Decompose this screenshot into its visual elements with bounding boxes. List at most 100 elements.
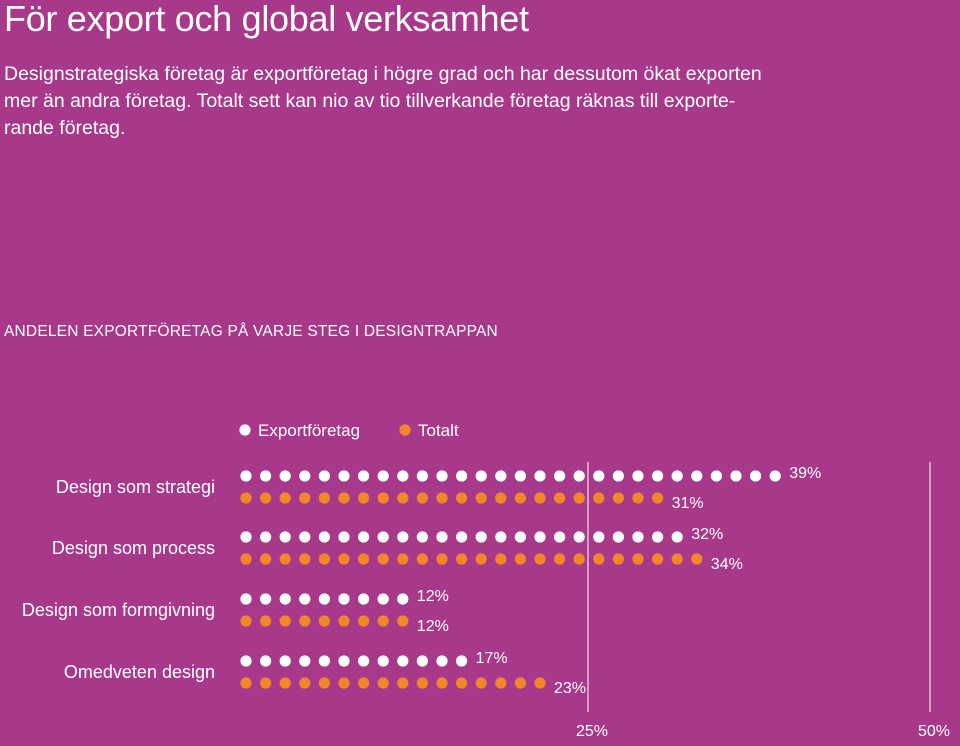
data-dot bbox=[456, 677, 468, 689]
data-dot bbox=[416, 470, 428, 482]
data-dot bbox=[338, 677, 350, 689]
data-dot bbox=[750, 470, 762, 482]
data-dot bbox=[299, 593, 311, 605]
data-dot bbox=[318, 470, 330, 482]
data-dot bbox=[475, 553, 487, 565]
data-dot bbox=[416, 553, 428, 565]
data-dot bbox=[377, 615, 389, 627]
data-dot bbox=[534, 492, 546, 504]
data-label: 12% bbox=[417, 618, 449, 635]
data-dot bbox=[240, 553, 252, 565]
data-dot bbox=[338, 553, 350, 565]
legend-label: Totalt bbox=[418, 421, 459, 440]
data-dot bbox=[573, 531, 585, 543]
data-dot bbox=[299, 553, 311, 565]
data-dot bbox=[593, 470, 605, 482]
data-dot bbox=[436, 531, 448, 543]
data-dot bbox=[475, 470, 487, 482]
data-dot bbox=[260, 492, 272, 504]
data-dot bbox=[554, 492, 566, 504]
intro-line: Designstrategiska företag är exportföret… bbox=[4, 63, 762, 85]
data-dot bbox=[279, 531, 291, 543]
data-dot bbox=[691, 470, 703, 482]
data-dot bbox=[652, 470, 664, 482]
data-dot bbox=[436, 655, 448, 667]
data-dot bbox=[632, 492, 644, 504]
data-dot bbox=[338, 655, 350, 667]
reference-label: 50% bbox=[918, 723, 950, 740]
data-dot bbox=[260, 615, 272, 627]
data-dot bbox=[358, 531, 370, 543]
intro-line: rande företag. bbox=[4, 117, 126, 139]
data-dot bbox=[632, 553, 644, 565]
data-dot bbox=[279, 492, 291, 504]
data-dot bbox=[299, 615, 311, 627]
data-dot bbox=[416, 655, 428, 667]
data-dot bbox=[514, 531, 527, 543]
data-dot bbox=[397, 492, 409, 504]
data-dot bbox=[318, 593, 330, 605]
data-dot bbox=[769, 470, 781, 482]
data-dot bbox=[456, 553, 468, 565]
data-dot bbox=[279, 615, 291, 627]
data-dot bbox=[397, 470, 409, 482]
data-dot bbox=[358, 593, 370, 605]
data-label: 12% bbox=[417, 588, 449, 605]
data-dot bbox=[534, 553, 546, 565]
data-dot bbox=[279, 470, 291, 482]
data-dot bbox=[436, 492, 448, 504]
data-dot bbox=[377, 470, 389, 482]
data-dot bbox=[377, 593, 389, 605]
data-dot bbox=[554, 470, 566, 482]
intro-text: Designstrategiska företag är exportföret… bbox=[4, 61, 884, 142]
data-dot bbox=[318, 492, 330, 504]
data-dot bbox=[436, 470, 448, 482]
data-dot bbox=[514, 492, 527, 504]
data-dot bbox=[240, 470, 252, 482]
data-dot bbox=[456, 655, 468, 667]
data-dot bbox=[318, 553, 330, 565]
data-dot bbox=[279, 655, 291, 667]
data-dot bbox=[240, 593, 252, 605]
data-dot bbox=[397, 553, 409, 565]
data-dot bbox=[652, 492, 664, 504]
data-dot bbox=[240, 531, 252, 543]
data-dot bbox=[554, 531, 566, 543]
data-dot bbox=[338, 531, 350, 543]
data-label: 23% bbox=[554, 680, 586, 697]
data-dot bbox=[456, 531, 468, 543]
data-label: 32% bbox=[691, 526, 723, 543]
data-dot bbox=[377, 492, 389, 504]
reference-label: 25% bbox=[576, 723, 608, 740]
data-dot bbox=[436, 677, 448, 689]
data-dot bbox=[652, 553, 664, 565]
data-dot bbox=[358, 615, 370, 627]
data-dot bbox=[397, 615, 409, 627]
data-dot bbox=[377, 655, 389, 667]
data-label: 34% bbox=[711, 556, 743, 573]
data-dot bbox=[299, 531, 311, 543]
legend-label: Exportföretag bbox=[258, 421, 360, 440]
intro-line: mer än andra företag. Totalt sett kan ni… bbox=[4, 90, 736, 112]
data-dot bbox=[456, 492, 468, 504]
data-dot bbox=[260, 553, 272, 565]
data-dot bbox=[240, 677, 252, 689]
data-dot bbox=[475, 531, 487, 543]
data-dot bbox=[416, 492, 428, 504]
data-dot bbox=[671, 531, 683, 543]
data-dot bbox=[260, 593, 272, 605]
data-dot bbox=[240, 492, 252, 504]
data-dot bbox=[534, 470, 546, 482]
data-dot bbox=[338, 492, 350, 504]
legend-swatch bbox=[239, 424, 251, 436]
data-dot bbox=[612, 553, 625, 565]
data-dot bbox=[338, 615, 350, 627]
data-label: 17% bbox=[476, 650, 508, 667]
data-dot bbox=[318, 531, 330, 543]
data-dot bbox=[573, 470, 585, 482]
chart-title: ANDELEN EXPORTFÖRETAG PÅ VARJE STEG I DE… bbox=[4, 323, 498, 340]
data-dot bbox=[730, 470, 742, 482]
data-dot bbox=[514, 470, 527, 482]
data-dot bbox=[593, 531, 605, 543]
data-dot bbox=[240, 615, 252, 627]
